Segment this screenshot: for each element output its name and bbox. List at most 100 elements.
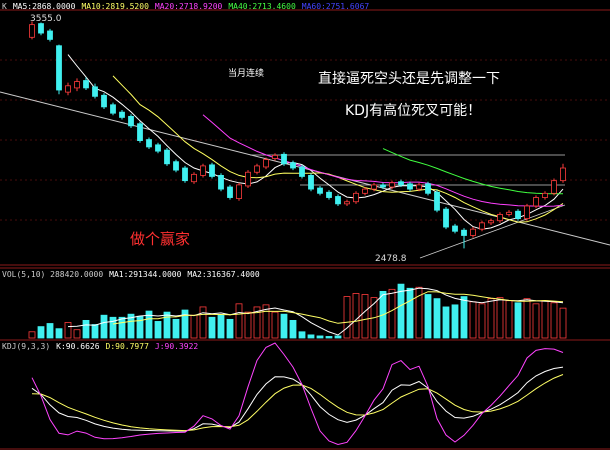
- volume-bar: [136, 315, 144, 339]
- candle-body: [443, 208, 449, 228]
- candle-body: [281, 153, 287, 165]
- kdj-j-line: [31, 342, 564, 446]
- kdj-j: J:90.3922: [154, 342, 199, 351]
- vol-ma2-line: [112, 291, 564, 325]
- ma60-value: MA60:2751.6067: [301, 2, 370, 11]
- candle-body: [74, 81, 80, 89]
- candle-body: [83, 80, 89, 89]
- volume-bar: [109, 316, 117, 339]
- volume-bar: [280, 313, 288, 339]
- candle-body: [47, 30, 53, 40]
- candle-body: [497, 213, 503, 222]
- vol-ma2: MA2:316367.4000: [187, 270, 260, 279]
- candle-body: [560, 167, 566, 182]
- kdj-d: D:90.7977: [105, 342, 149, 351]
- candle-body: [371, 184, 377, 190]
- candle-body: [227, 186, 233, 198]
- candle-body: [461, 229, 467, 236]
- candle-body: [344, 201, 350, 205]
- vol-ma1-line: [67, 287, 564, 336]
- kdj-k: K:90.6626: [56, 342, 100, 351]
- volume-bar: [559, 307, 567, 339]
- candle-body: [173, 161, 179, 171]
- volume-bar: [352, 293, 360, 339]
- ma20-value: MA20:2718.9200: [154, 2, 223, 11]
- candle-body: [308, 174, 314, 190]
- candle-body: [380, 184, 386, 188]
- volume-bar: [505, 300, 513, 339]
- candle-body: [479, 222, 485, 230]
- volume-bar: [244, 311, 252, 339]
- candle-body: [164, 149, 170, 165]
- volume-bar: [424, 294, 432, 339]
- volume-bar: [253, 306, 261, 339]
- volume-bar: [64, 322, 72, 339]
- candle-body: [434, 191, 440, 211]
- volume-bar: [415, 286, 423, 339]
- candle-body: [191, 173, 197, 183]
- annotation-line1: 直接逼死空头还是先调整一下: [318, 71, 500, 87]
- high-label: 3555.0: [30, 14, 62, 24]
- candle-body: [146, 139, 152, 148]
- candle-body: [551, 180, 557, 194]
- candle-body: [398, 181, 404, 186]
- volume-bar: [289, 319, 297, 339]
- candle-body: [56, 45, 62, 91]
- volume-bar: [199, 306, 207, 339]
- volume-bar: [388, 288, 396, 339]
- volume-bar: [496, 297, 504, 339]
- volume-bar: [523, 298, 531, 339]
- volume-bar: [217, 314, 225, 339]
- candle-body: [263, 159, 269, 168]
- candle-body: [65, 85, 71, 93]
- month-note: 当月连续: [228, 69, 265, 79]
- volume-bar: [334, 335, 342, 339]
- candle-body: [290, 162, 296, 169]
- candle-body: [209, 164, 215, 177]
- volume-bar: [226, 318, 234, 339]
- volume-bar: [118, 316, 126, 339]
- volume-bar: [298, 331, 306, 339]
- volume-bar: [154, 321, 162, 339]
- ma10-value: MA10:2819.5200: [81, 2, 149, 11]
- volume-bar: [514, 302, 522, 339]
- volume-bar: [163, 311, 171, 339]
- volume-bar: [406, 287, 414, 339]
- volume-bar: [91, 324, 99, 339]
- candle-body: [92, 86, 98, 97]
- volume-bar: [343, 296, 351, 339]
- candle-body: [110, 104, 116, 114]
- candle-body: [524, 205, 530, 220]
- volume-bar: [190, 314, 198, 339]
- vol-ma1: MA1:291344.0000: [109, 270, 182, 279]
- volume-bar: [208, 316, 216, 339]
- candle-body: [353, 192, 359, 203]
- volume-bar: [55, 328, 63, 339]
- candle-body: [29, 24, 35, 38]
- volume-bar: [307, 334, 315, 339]
- candle-body: [200, 165, 206, 176]
- candle-body: [389, 182, 395, 188]
- volume-bar: [469, 301, 477, 339]
- candle-body: [272, 154, 278, 159]
- annotation-line2: KDJ有高位死叉可能！: [345, 103, 482, 119]
- ma20-line: [202, 114, 564, 207]
- candle-body: [119, 111, 125, 118]
- volume-bar: [235, 303, 243, 339]
- candle-body: [137, 123, 143, 142]
- volume-bar: [487, 298, 495, 339]
- volume-bar: [37, 326, 45, 339]
- candle-body: [254, 165, 260, 173]
- candle-body: [218, 174, 224, 190]
- vol-label: VOL(5,10) 288420.0000: [2, 270, 104, 279]
- volume-bar: [271, 311, 279, 339]
- volume-bar: [316, 335, 324, 339]
- kdj-label: KDJ(9,3,3): [2, 342, 51, 351]
- ma40-line: [382, 148, 564, 195]
- candle-body: [515, 210, 521, 220]
- candle-body: [326, 191, 332, 198]
- low-label: 2478.8: [375, 254, 407, 264]
- kdj-d-line: [31, 374, 564, 432]
- volume-bar: [541, 300, 549, 339]
